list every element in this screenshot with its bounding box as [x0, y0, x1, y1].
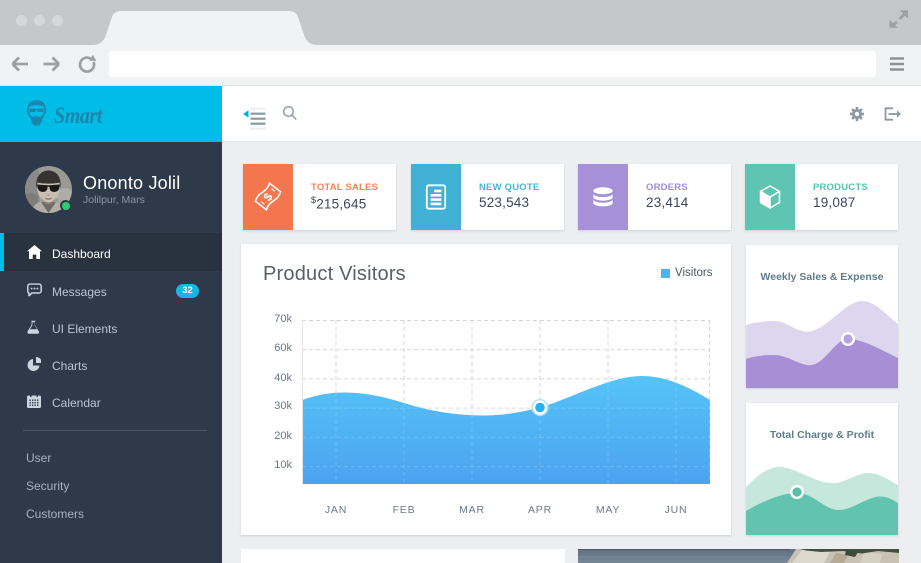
svg-text:$: $	[260, 190, 275, 204]
